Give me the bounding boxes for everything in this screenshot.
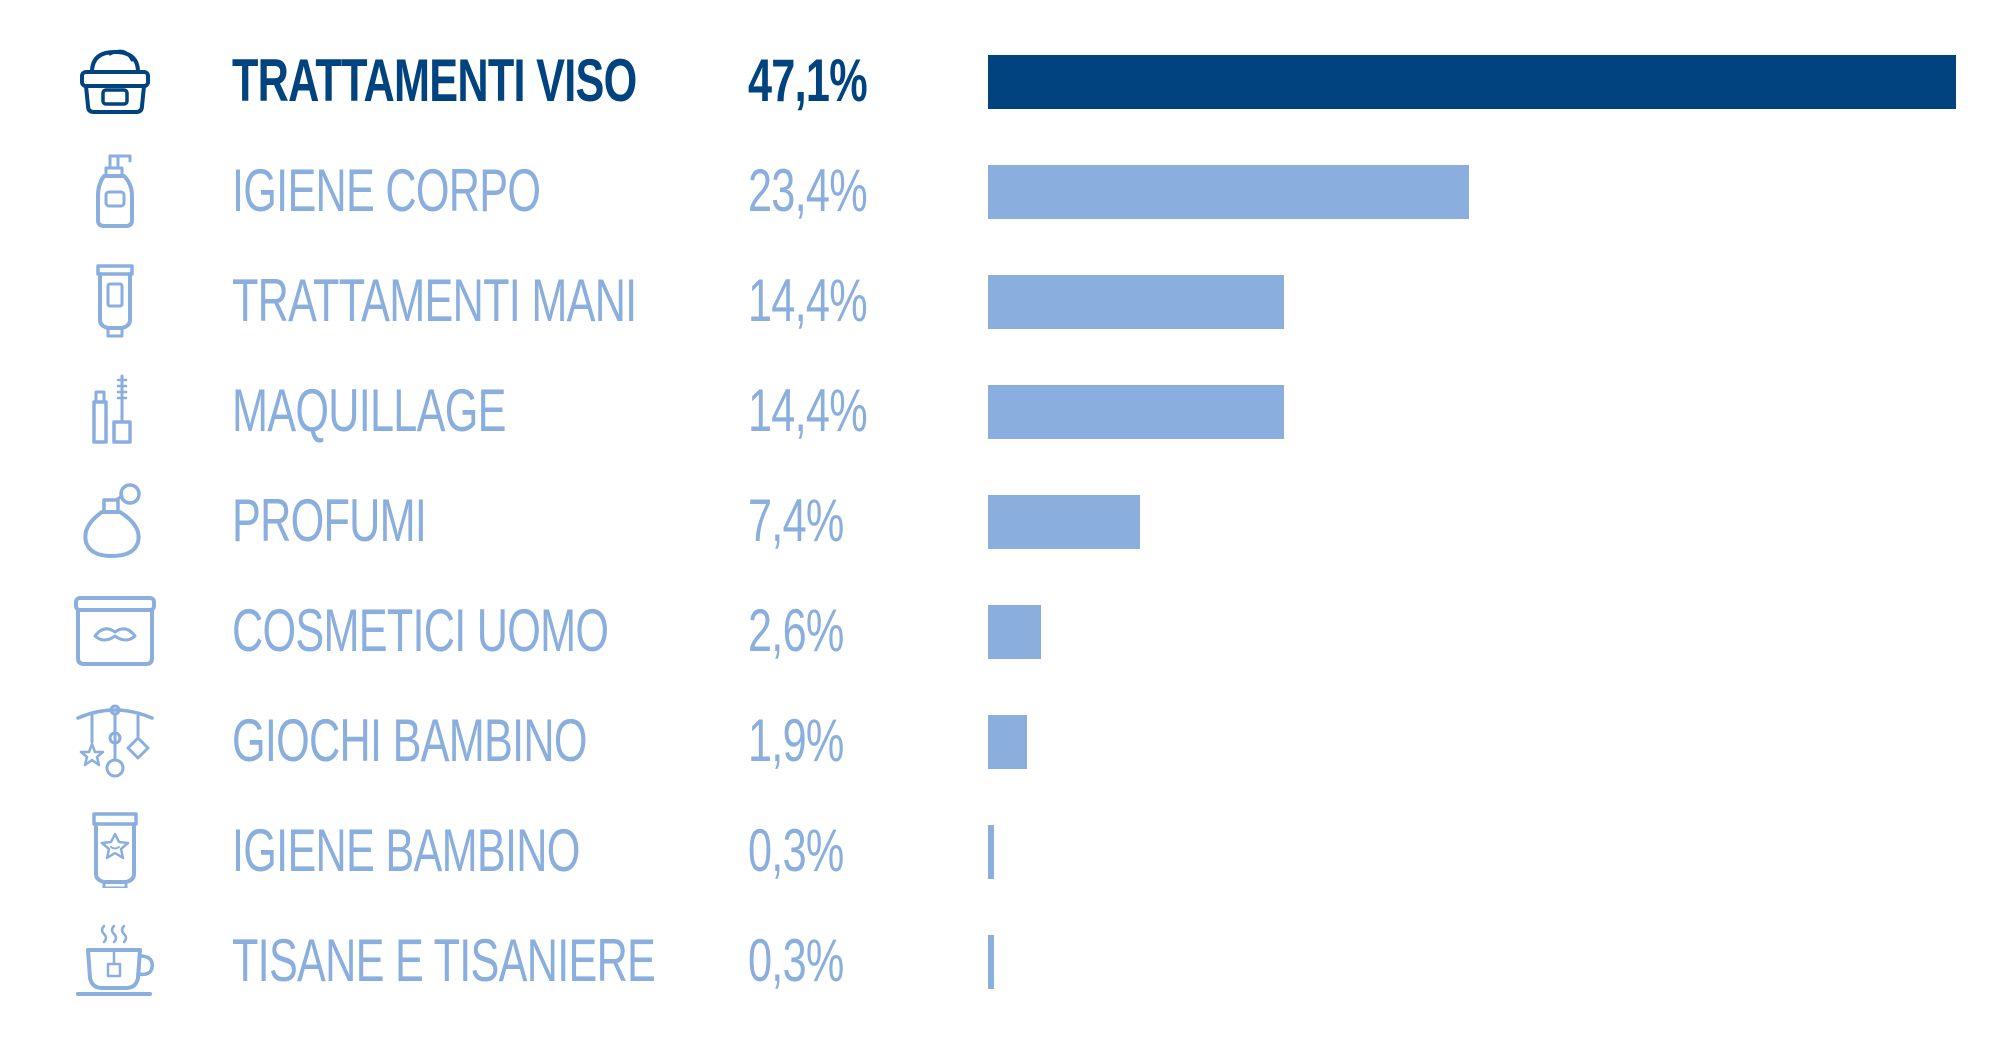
value-label: 14,4% (748, 267, 868, 334)
tea-cup-icon (70, 922, 160, 998)
chart-row: TRATTAMENTI MANI 14,4% (0, 250, 2000, 350)
chart-row: IGIENE BAMBINO 0,3% (0, 800, 2000, 900)
baby-mobile-icon (70, 702, 160, 778)
category-label: IGIENE CORPO (232, 157, 541, 224)
bar (988, 275, 1284, 329)
value-label: 23,4% (748, 157, 868, 224)
category-label: TRATTAMENTI VISO (232, 47, 637, 114)
value-label: 47,1% (748, 47, 868, 114)
baby-lotion-tube-icon (70, 812, 160, 888)
perfume-bottle-icon (70, 482, 160, 558)
category-label: IGIENE BAMBINO (232, 817, 580, 884)
bar (988, 55, 1956, 109)
value-label: 1,9% (748, 707, 844, 774)
bar (988, 935, 994, 989)
value-label: 14,4% (748, 377, 868, 444)
bar (988, 715, 1027, 769)
category-label: COSMETICI UOMO (232, 597, 609, 664)
chart-row: TRATTAMENTI VISO 47,1% (0, 30, 2000, 130)
value-label: 2,6% (748, 597, 844, 664)
bar (988, 825, 994, 879)
category-label: TISANE E TISANIERE (232, 927, 656, 994)
category-label: MAQUILLAGE (232, 377, 506, 444)
category-label: GIOCHI BAMBINO (232, 707, 587, 774)
cream-jar-icon (70, 42, 160, 118)
chart-row: COSMETICI UOMO 2,6% (0, 580, 2000, 680)
hand-cream-tube-icon (70, 262, 160, 338)
bar (988, 165, 1469, 219)
value-label: 0,3% (748, 817, 844, 884)
bar (988, 495, 1140, 549)
chart-row: MAQUILLAGE 14,4% (0, 360, 2000, 460)
bar (988, 605, 1041, 659)
pump-bottle-icon (70, 152, 160, 228)
mascara-icon (70, 372, 160, 448)
chart-row: GIOCHI BAMBINO 1,9% (0, 690, 2000, 790)
value-label: 0,3% (748, 927, 844, 994)
category-label: PROFUMI (232, 487, 427, 554)
chart-row: PROFUMI 7,4% (0, 470, 2000, 570)
chart-row: TISANE E TISANIERE 0,3% (0, 910, 2000, 1010)
chart-row: IGIENE CORPO 23,4% (0, 140, 2000, 240)
mustache-jar-icon (70, 592, 160, 668)
value-label: 7,4% (748, 487, 844, 554)
category-label: TRATTAMENTI MANI (232, 267, 637, 334)
bar (988, 385, 1284, 439)
